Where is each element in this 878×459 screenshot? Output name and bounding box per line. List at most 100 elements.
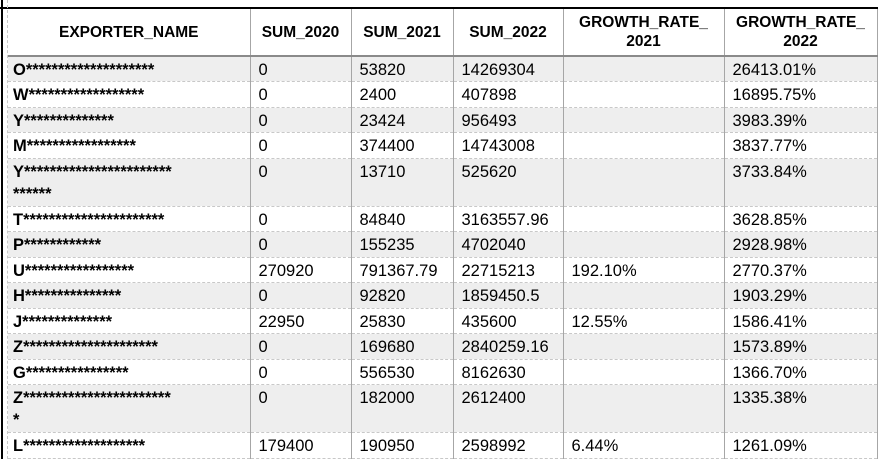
cell-growth-rate-2022[interactable]: 1903.29% [724,282,878,309]
cell-growth-rate-2022[interactable]: 1573.89% [724,333,878,360]
cell-growth-rate-2021[interactable]: 192.10% [563,257,725,283]
cell-sum-2021[interactable]: 25830 [351,308,454,334]
cell-exporter-name[interactable]: O******************** [8,56,251,82]
cell-growth-rate-2021[interactable] [563,81,725,108]
cell-sum-2020[interactable]: 0 [250,107,352,133]
col-header-growth-rate-2022[interactable]: GROWTH_RATE_ 2022 [724,9,878,57]
cell-sum-2022[interactable]: 14743008 [453,132,564,159]
cell-growth-rate-2021[interactable]: 6.44% [563,432,725,459]
cell-growth-rate-2022[interactable]: 2928.98% [724,231,878,258]
col-header-sum-2020[interactable]: SUM_2020 [250,9,352,57]
cell-growth-rate-2021[interactable] [563,107,725,133]
cell-exporter-name[interactable]: U***************** [8,257,251,283]
cell-exporter-name[interactable]: P************ [8,231,251,258]
cell-growth-rate-2022[interactable]: 3628.85% [724,206,878,232]
cell-sum-2022[interactable]: 435600 [453,308,564,334]
exporter-name-text: Z********************* [13,338,158,356]
cell-sum-2020[interactable]: 0 [250,56,352,82]
cell-sum-2020[interactable]: 0 [250,158,352,207]
cell-sum-2022[interactable]: 407898 [453,81,564,108]
cell-sum-2021[interactable]: 53820 [351,56,454,82]
cell-sum-2021[interactable]: 23424 [351,107,454,133]
cell-exporter-name[interactable]: L******************* [8,432,251,459]
cell-growth-rate-2022[interactable]: 26413.01% [724,56,878,82]
cell-sum-2022[interactable]: 1859450.5 [453,282,564,309]
cell-growth-rate-2022[interactable]: 1366.70% [724,359,878,385]
cell-growth-rate-2022[interactable]: 3837.77% [724,132,878,159]
cell-sum-2022[interactable]: 22715213 [453,257,564,283]
cell-sum-2022[interactable]: 956493 [453,107,564,133]
cell-growth-rate-2021[interactable] [563,333,725,360]
cell-sum-2021[interactable]: 190950 [351,432,454,459]
cell-sum-2020[interactable]: 0 [250,231,352,258]
cell-sum-2021[interactable]: 169680 [351,333,454,360]
cell-exporter-name[interactable]: G**************** [8,359,251,385]
cell-growth-rate-2022[interactable]: 3983.39% [724,107,878,133]
cell-exporter-name[interactable]: Y*********************** ****** [8,158,251,207]
cell-sum-2021[interactable]: 92820 [351,282,454,309]
cell-sum-2020[interactable]: 0 [250,333,352,360]
table-row: G**************** 0 556530 8162630 1366.… [8,359,878,385]
cell-sum-2020[interactable]: 0 [250,81,352,108]
cell-growth-rate-2022[interactable]: 1261.09% [724,432,878,459]
exporter-name-text: U***************** [13,261,135,280]
col-header-exporter-name[interactable]: EXPORTER_NAME [8,9,251,57]
exporters-growth-table: EXPORTER_NAME SUM_2020 SUM_2021 SUM_2022… [8,9,878,459]
cell-sum-2021[interactable]: 155235 [351,231,454,258]
cell-sum-2022[interactable]: 2840259.16 [453,333,564,360]
header-label: SUM_2020 [261,23,340,41]
cell-sum-2021[interactable]: 13710 [351,158,454,207]
cell-growth-rate-2021[interactable] [563,132,725,159]
cell-growth-rate-2021[interactable] [563,359,725,385]
cell-growth-rate-2021[interactable] [563,384,725,433]
cell-sum-2021[interactable]: 182000 [351,384,454,433]
cell-exporter-name[interactable]: T********************** [8,206,251,232]
cell-sum-2022[interactable]: 8162630 [453,359,564,385]
cell-sum-2020[interactable]: 0 [250,282,352,309]
cell-sum-2020[interactable]: 270920 [250,257,352,283]
col-header-growth-rate-2021[interactable]: GROWTH_RATE_ 2021 [563,9,725,57]
cell-exporter-name[interactable]: Z*********************** * [8,384,251,433]
cell-sum-2022[interactable]: 2612400 [453,384,564,433]
col-header-sum-2021[interactable]: SUM_2021 [351,9,454,57]
cell-sum-2020[interactable]: 179400 [250,432,352,459]
cell-growth-rate-2022[interactable]: 2770.37% [724,257,878,283]
cell-sum-2021[interactable]: 556530 [351,359,454,385]
header-label: SUM_2021 [363,23,441,41]
cell-sum-2020[interactable]: 0 [250,359,352,385]
cell-growth-rate-2022[interactable]: 1586.41% [724,308,878,334]
cell-sum-2022[interactable]: 3163557.96 [453,206,564,232]
cell-exporter-name[interactable]: Y************** [8,107,251,133]
header-label: GROWTH_RATE_ [579,14,708,31]
cell-sum-2021[interactable]: 2400 [351,81,454,108]
cell-growth-rate-2021[interactable] [563,158,725,207]
cell-growth-rate-2022[interactable]: 3733.84% [724,158,878,207]
cell-sum-2020[interactable]: 0 [250,206,352,232]
cell-sum-2021[interactable]: 791367.79 [351,257,454,283]
cell-growth-rate-2022[interactable]: 16895.75% [724,81,878,108]
cell-exporter-name[interactable]: W****************** [8,81,251,108]
cell-growth-rate-2021[interactable]: 12.55% [563,308,725,334]
cell-exporter-name[interactable]: M***************** [8,132,251,159]
cell-sum-2020[interactable]: 0 [250,132,352,159]
cell-growth-rate-2021[interactable] [563,206,725,232]
cell-growth-rate-2021[interactable] [563,282,725,309]
cell-sum-2022[interactable]: 525620 [453,158,564,207]
cell-sum-2022[interactable]: 4702040 [453,231,564,258]
cell-sum-2022[interactable]: 2598992 [453,432,564,459]
cell-sum-2021[interactable]: 84840 [351,206,454,232]
cell-sum-2020[interactable]: 0 [250,384,352,433]
cell-growth-rate-2022[interactable]: 1335.38% [724,384,878,433]
cell-sum-2020[interactable]: 22950 [250,308,352,334]
cell-exporter-name[interactable]: H*************** [8,282,251,309]
header-label-line2: 2022 [783,33,818,50]
cell-exporter-name[interactable]: Z********************* [8,333,251,360]
exporter-name-text: G**************** [13,363,129,382]
cell-exporter-name[interactable]: J************** [8,308,251,334]
cell-growth-rate-2021[interactable] [563,231,725,258]
cell-sum-2022[interactable]: 14269304 [453,56,564,82]
col-header-sum-2022[interactable]: SUM_2022 [453,9,564,57]
cell-growth-rate-2021[interactable] [563,56,725,82]
cell-sum-2021[interactable]: 374400 [351,132,454,159]
